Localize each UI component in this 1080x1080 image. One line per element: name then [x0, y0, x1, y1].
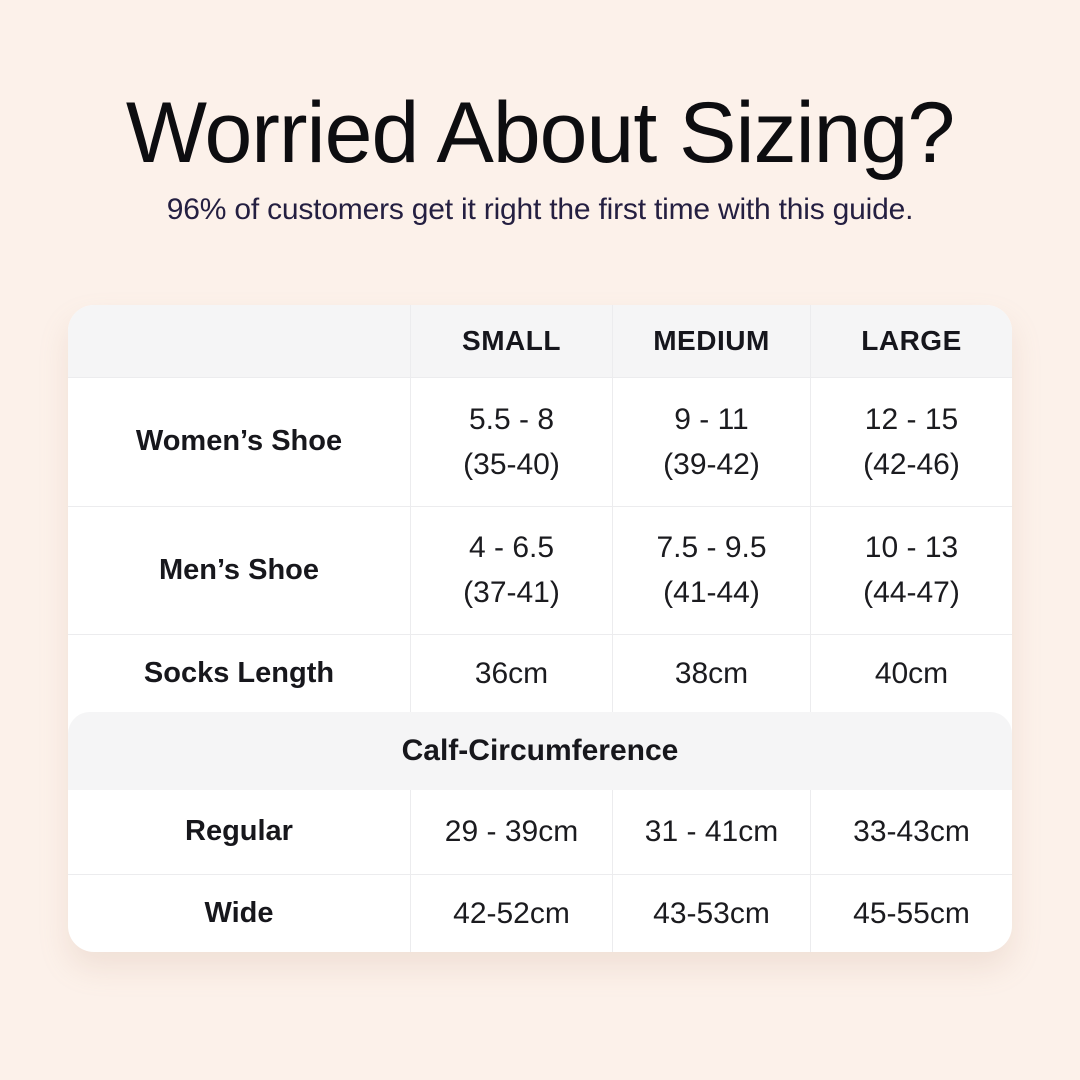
cell-line: 12 - 15: [864, 402, 959, 436]
cell-line: (44-47): [863, 576, 960, 610]
cell-line: (35-40): [463, 447, 560, 481]
wide-large-cell: 45-55cm: [810, 874, 1012, 952]
cell-line: 5.5 - 8: [468, 402, 555, 436]
column-header-medium: MEDIUM: [612, 304, 810, 377]
womens-shoe-small-cell: 5.5 - 8 (35-40): [410, 377, 612, 506]
cell-line: 10 - 13: [864, 531, 959, 565]
page-subtitle: 96% of customers get it right the first …: [166, 192, 914, 226]
cell-line: (41-44): [663, 576, 760, 610]
mens-shoe-small-cell: 4 - 6.5 (37-41): [410, 506, 612, 634]
mens-shoe-medium-cell: 7.5 - 9.5 (41-44): [612, 506, 810, 634]
cell-line: (42-46): [863, 447, 960, 481]
cell-line: 7.5 - 9.5: [656, 531, 767, 565]
table-row-socks-length: Socks Length 36cm 38cm 40cm: [68, 633, 1012, 712]
row-label: Men’s Shoe: [158, 553, 320, 586]
table-header-row: SMALL MEDIUM LARGE: [68, 304, 1012, 377]
header-empty-cell: [68, 305, 410, 377]
column-header-small: SMALL: [410, 304, 612, 377]
socks-length-large-cell: 40cm: [810, 634, 1012, 712]
wide-small-cell: 42-52cm: [410, 874, 612, 952]
row-label: Women’s Shoe: [135, 425, 343, 458]
cell-line: (37-41): [463, 576, 560, 610]
calf-circumference-section-header: Calf-Circumference: [68, 711, 1012, 790]
row-label: Wide: [204, 896, 274, 929]
table-row-wide: Wide 42-52cm 43-53cm 45-55cm: [68, 873, 1012, 952]
cell-line: 4 - 6.5: [468, 531, 555, 565]
cell-line: (39-42): [663, 447, 760, 481]
column-header-large: LARGE: [810, 304, 1012, 377]
wide-medium-cell: 43-53cm: [612, 874, 810, 952]
table-row-regular: Regular 29 - 39cm 31 - 41cm 33-43cm: [68, 789, 1012, 874]
mens-shoe-large-cell: 10 - 13 (44-47): [810, 506, 1012, 634]
table-row-mens-shoe: Men’s Shoe 4 - 6.5 (37-41) 7.5 - 9.5 (41…: [68, 505, 1012, 634]
row-label: Regular: [185, 815, 293, 848]
socks-length-medium-cell: 38cm: [612, 634, 810, 712]
regular-large-cell: 33-43cm: [810, 789, 1012, 874]
row-label: Socks Length: [143, 656, 335, 689]
womens-shoe-large-cell: 12 - 15 (42-46): [810, 377, 1012, 506]
size-guide-table: SMALL MEDIUM LARGE Women’s Shoe 5.5 - 8 …: [68, 304, 1012, 952]
regular-small-cell: 29 - 39cm: [410, 789, 612, 874]
table-row-womens-shoe: Women’s Shoe 5.5 - 8 (35-40) 9 - 11 (39-…: [68, 376, 1012, 506]
hero-section: Worried About Sizing? 96% of customers g…: [0, 0, 1080, 227]
socks-length-small-cell: 36cm: [410, 634, 612, 712]
regular-medium-cell: 31 - 41cm: [612, 789, 810, 874]
cell-line: 9 - 11: [674, 402, 749, 436]
womens-shoe-medium-cell: 9 - 11 (39-42): [612, 377, 810, 506]
page-title: Worried About Sizing?: [125, 85, 955, 181]
